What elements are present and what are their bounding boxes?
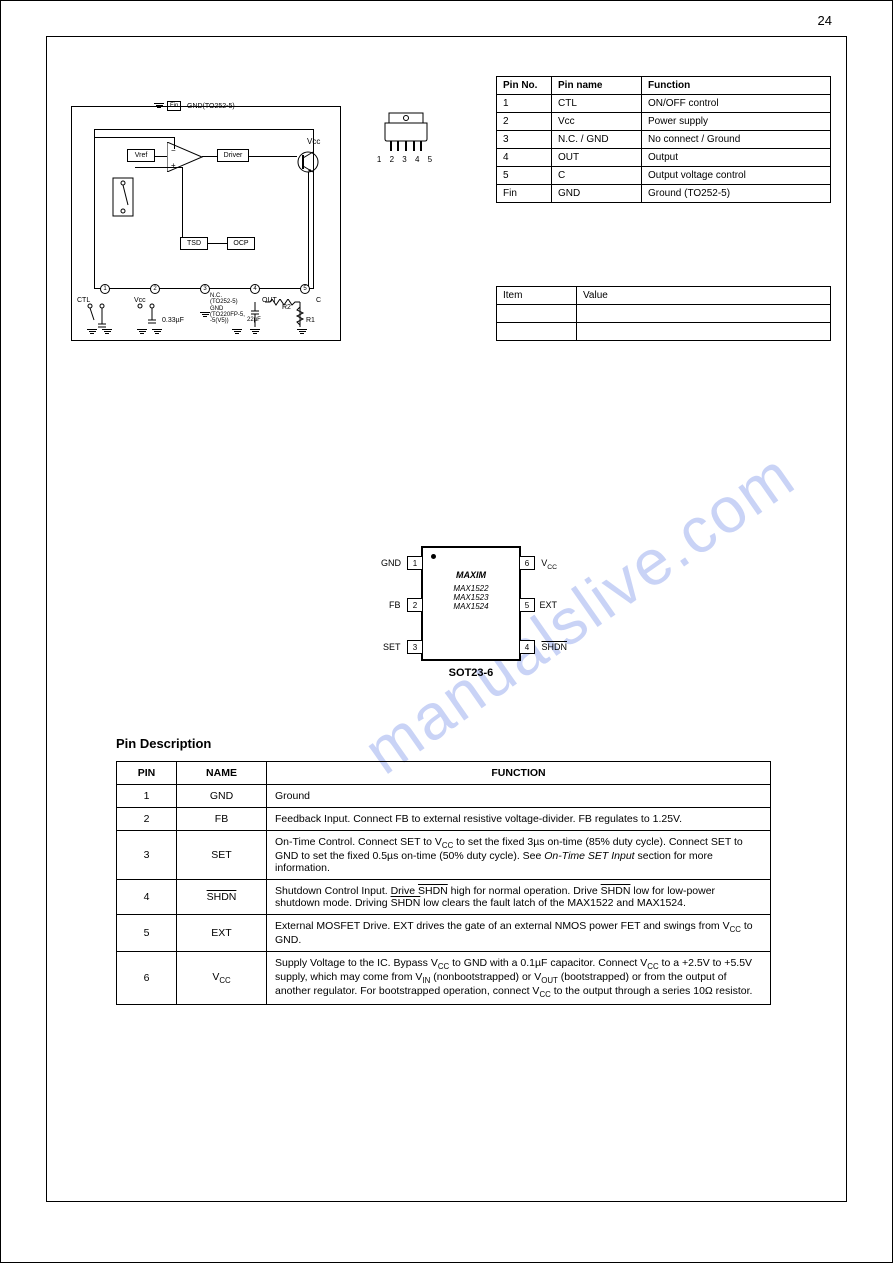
driver-block: Driver xyxy=(217,149,249,162)
maxim-logo: MAXIM xyxy=(423,570,519,580)
block-diagram: Fin GND(TO252-5) Vref − + Driver TSD OCP… xyxy=(71,106,341,341)
vref-block: Vref xyxy=(127,149,155,162)
package-outline: 1 2 3 4 5 xyxy=(376,111,436,164)
table-row: 5COutput voltage control xyxy=(497,167,831,185)
page-number: 24 xyxy=(818,13,832,28)
table-row xyxy=(497,305,831,323)
table-row: 5EXTExternal MOSFET Drive. EXT drives th… xyxy=(117,915,771,952)
page-frame: Fin GND(TO252-5) Vref − + Driver TSD OCP… xyxy=(46,36,847,1202)
table-row: ItemValue xyxy=(497,287,831,305)
tsd-block: TSD xyxy=(180,237,208,250)
svg-text:+: + xyxy=(171,161,176,170)
table-row xyxy=(497,323,831,341)
table-row: 2VccPower supply xyxy=(497,113,831,131)
pin-description-heading: Pin Description xyxy=(116,736,211,751)
table-row: 1CTLON/OFF control xyxy=(497,95,831,113)
sot23-6-diagram: MAXIM MAX1522 MAX1523 MAX1524 1 2 3 GND … xyxy=(391,546,551,679)
table-header-row: PIN NAME FUNCTION xyxy=(117,762,771,785)
package-name: SOT23-6 xyxy=(391,667,551,679)
table-header-row: Pin No. Pin name Function xyxy=(497,77,831,95)
pin-function-table: PIN NAME FUNCTION 1GNDGround2FBFeedback … xyxy=(116,761,771,1005)
secondary-table: ItemValue xyxy=(496,286,831,341)
table-row: 6VCCSupply Voltage to the IC. Bypass VCC… xyxy=(117,952,771,1005)
table-row: 2FBFeedback Input. Connect FB to externa… xyxy=(117,808,771,831)
table-row: 4SHDNShutdown Control Input. Drive SHDN … xyxy=(117,880,771,915)
pin-assignment-table: Pin No. Pin name Function 1CTLON/OFF con… xyxy=(496,76,831,203)
ocp-block: OCP xyxy=(227,237,255,250)
package-pin-numbers: 1 2 3 4 5 xyxy=(376,155,436,164)
table-row: 4OUTOutput xyxy=(497,149,831,167)
table-row: FinGNDGround (TO252-5) xyxy=(497,185,831,203)
table-row: 3SETOn-Time Control. Connect SET to VCC … xyxy=(117,831,771,880)
table-row: 1GNDGround xyxy=(117,785,771,808)
table-row: 3N.C. / GNDNo connect / Ground xyxy=(497,131,831,149)
